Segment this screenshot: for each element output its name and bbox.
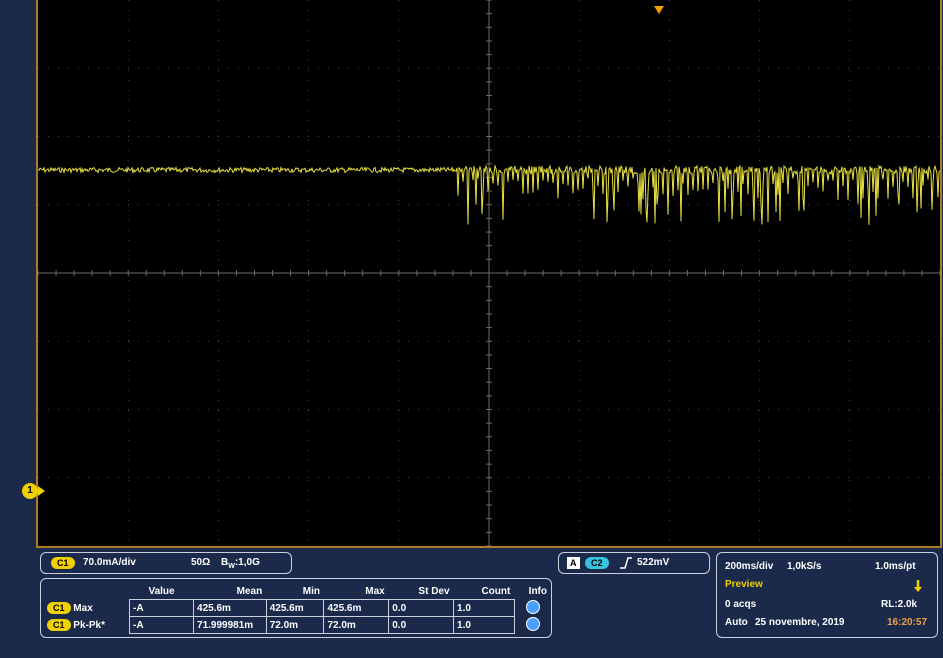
- time-per-point: 1.0ms/pt: [875, 561, 916, 572]
- graticule: [38, 0, 940, 546]
- waveform-display[interactable]: [36, 0, 942, 548]
- channel1-marker-arrow-icon: [38, 486, 45, 496]
- row-min: 425.6m: [265, 599, 325, 617]
- header-info: Info: [528, 585, 547, 597]
- trigger-mode: Auto: [725, 617, 748, 628]
- channel1-ground-marker[interactable]: 1: [22, 483, 38, 499]
- header-max: Max: [365, 585, 385, 597]
- measurements-header-row: Value Mean Min Max St Dev Count Info: [47, 583, 551, 600]
- rising-edge-icon: [620, 557, 632, 569]
- download-arrow-icon: [914, 580, 922, 592]
- row-min: 72.0m: [265, 616, 325, 634]
- trigger-position-marker[interactable]: [654, 6, 664, 14]
- row-max: 72.0m: [323, 616, 390, 634]
- table-row[interactable]: C1 Max -A 425.6m 425.6m 425.6m 0.0 1.0: [47, 599, 551, 617]
- row-name: Max: [73, 603, 93, 614]
- status-area: C1 70.0mA/div 50Ω BW:1,0G Value Mean Min…: [36, 548, 942, 658]
- date: 25 novembre, 2019: [755, 617, 845, 628]
- trigger-mode-box: A: [567, 557, 580, 569]
- channel1-bandwidth: BW:1,0G: [221, 557, 260, 570]
- row-value: -A: [129, 599, 195, 617]
- header-count: Count: [481, 585, 511, 597]
- trigger-source-chip: C2: [585, 557, 609, 569]
- timebase-panel[interactable]: 200ms/div 1,0kS/s 1.0ms/pt Preview 0 acq…: [716, 552, 938, 638]
- row-stdev: 0.0: [388, 599, 455, 617]
- header-stdev: St Dev: [418, 585, 450, 597]
- acquisition-status: Preview: [725, 579, 763, 590]
- measurements-panel[interactable]: Value Mean Min Max St Dev Count Info C1 …: [40, 578, 552, 638]
- row-mean: 71.999981m: [193, 616, 267, 634]
- row-mean: 425.6m: [193, 599, 267, 617]
- trigger-level: 522mV: [637, 557, 670, 568]
- row-channel-chip: C1: [47, 619, 71, 631]
- info-icon[interactable]: [525, 616, 540, 631]
- trigger-settings-panel[interactable]: A C2 522mV: [558, 552, 710, 574]
- row-value: -A: [129, 616, 195, 634]
- row-channel-chip: C1: [47, 602, 71, 614]
- acquisition-count: 0 acqs: [725, 599, 757, 610]
- time-per-division: 200ms/div: [725, 561, 774, 572]
- header-mean: Mean: [236, 585, 263, 597]
- channel1-settings-panel[interactable]: C1 70.0mA/div 50Ω BW:1,0G: [40, 552, 292, 574]
- channel1-trace: [38, 164, 940, 225]
- measurements-table: Value Mean Min Max St Dev Count Info C1 …: [47, 583, 551, 634]
- header-min: Min: [302, 585, 320, 597]
- sample-rate: 1,0kS/s: [787, 561, 822, 572]
- channel1-scale: 70.0mA/div: [83, 557, 136, 568]
- row-stdev: 0.0: [388, 616, 455, 634]
- row-max: 425.6m: [323, 599, 390, 617]
- row-name: Pk-Pk*: [73, 620, 105, 631]
- channel1-impedance: 50Ω: [191, 557, 211, 568]
- time: 16:20:57: [887, 617, 928, 628]
- channel1-chip: C1: [51, 557, 75, 569]
- table-row[interactable]: C1 Pk-Pk* -A 71.999981m 72.0m 72.0m 0.0 …: [47, 616, 551, 634]
- record-length: RL:2.0k: [881, 599, 918, 610]
- row-count: 1.0: [453, 616, 515, 634]
- header-value: Value: [148, 585, 175, 597]
- info-icon[interactable]: [525, 599, 540, 614]
- row-count: 1.0: [453, 599, 515, 617]
- marker-label: 1: [27, 485, 33, 496]
